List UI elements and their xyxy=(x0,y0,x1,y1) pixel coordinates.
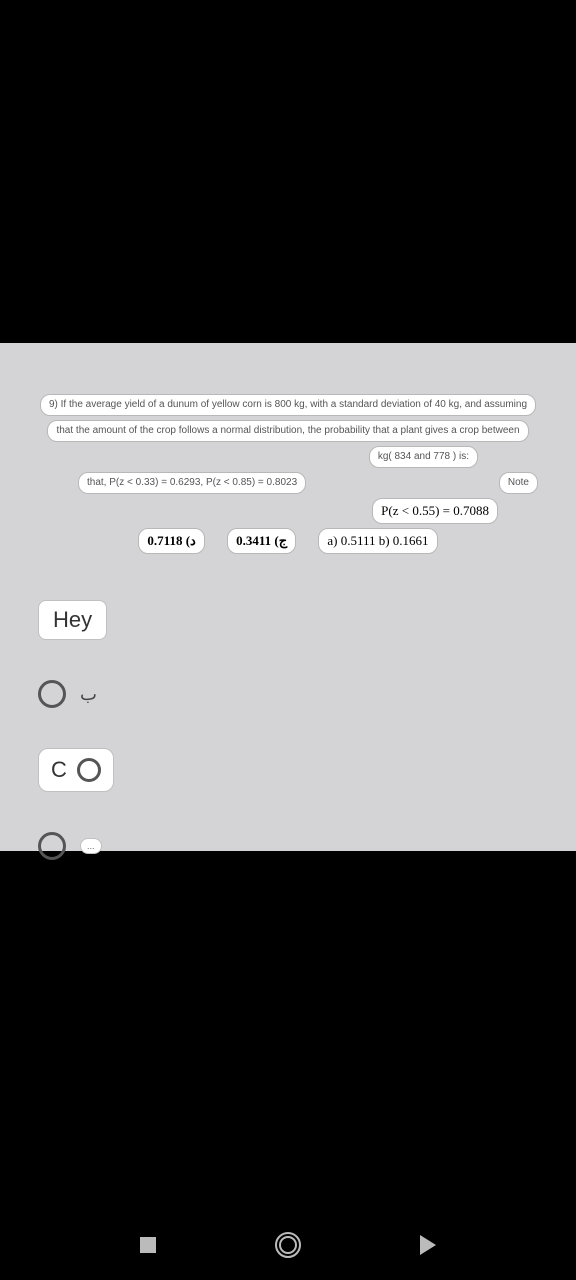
home-button[interactable] xyxy=(275,1232,301,1258)
hey-label: Hey xyxy=(38,600,107,640)
formula-chip: P(z < 0.55) = 0.7088 xyxy=(372,498,498,524)
android-nav-bar xyxy=(0,1210,576,1280)
note-chip: Note xyxy=(499,472,538,494)
text-chip: 9) If the average yield of a dunum of ye… xyxy=(40,394,536,416)
option-d-chip: ... xyxy=(80,838,102,854)
answer-option-d[interactable]: ... xyxy=(38,832,538,860)
question-line-3a: kg( 834 and 778 ) is: xyxy=(38,445,538,469)
option-c-pill: C xyxy=(38,748,114,792)
radio-icon[interactable] xyxy=(77,758,101,782)
radio-icon[interactable] xyxy=(38,680,66,708)
answers-block: Hey ب C ... xyxy=(38,600,538,860)
question-line-2: that the amount of the crop follows a no… xyxy=(38,419,538,443)
home-inner-icon xyxy=(279,1236,297,1254)
recent-apps-button[interactable] xyxy=(140,1237,156,1253)
option-label: ب xyxy=(80,684,97,705)
answer-row-hey: Hey xyxy=(38,600,538,640)
radio-icon[interactable] xyxy=(38,832,66,860)
question-line-3b: that, P(z < 0.33) = 0.6293, P(z < 0.85) … xyxy=(38,471,538,495)
question-panel: 9) If the average yield of a dunum of ye… xyxy=(0,343,576,851)
text-chip: that, P(z < 0.33) = 0.6293, P(z < 0.85) … xyxy=(78,472,306,494)
text-chip: that the amount of the crop follows a no… xyxy=(47,420,528,442)
answer-option-b[interactable]: ب xyxy=(38,680,538,708)
back-button[interactable] xyxy=(420,1235,436,1255)
option-chip: 0.7118 (د xyxy=(138,528,204,554)
answer-option-c[interactable]: C xyxy=(38,748,538,792)
question-line-1: 9) If the average yield of a dunum of ye… xyxy=(38,393,538,417)
question-line-5: 0.7118 (د 0.3411 (ج a) 0.5111 b) 0.1661 xyxy=(38,527,538,555)
question-text-block: 9) If the average yield of a dunum of ye… xyxy=(38,393,538,555)
text-chip: kg( 834 and 778 ) is: xyxy=(369,446,478,468)
option-chip: 0.3411 (ج xyxy=(227,528,296,554)
question-line-4: P(z < 0.55) = 0.7088 xyxy=(38,497,538,525)
option-chip: a) 0.5111 b) 0.1661 xyxy=(318,528,437,554)
option-c-text: C xyxy=(51,757,67,783)
